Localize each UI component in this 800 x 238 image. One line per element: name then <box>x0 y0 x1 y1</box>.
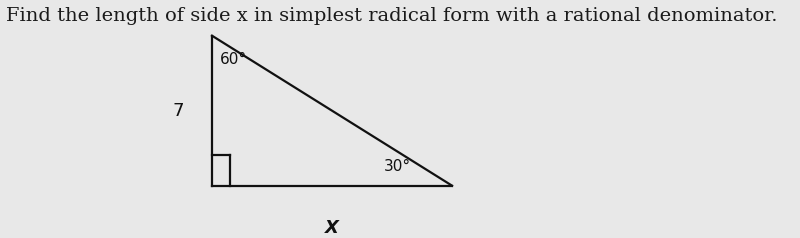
Text: 30°: 30° <box>384 159 411 174</box>
Text: 7: 7 <box>173 102 184 120</box>
Text: X: X <box>325 219 339 237</box>
Text: 60°: 60° <box>220 52 247 67</box>
Text: Find the length of side x in simplest radical form with a rational denominator.: Find the length of side x in simplest ra… <box>6 7 778 25</box>
